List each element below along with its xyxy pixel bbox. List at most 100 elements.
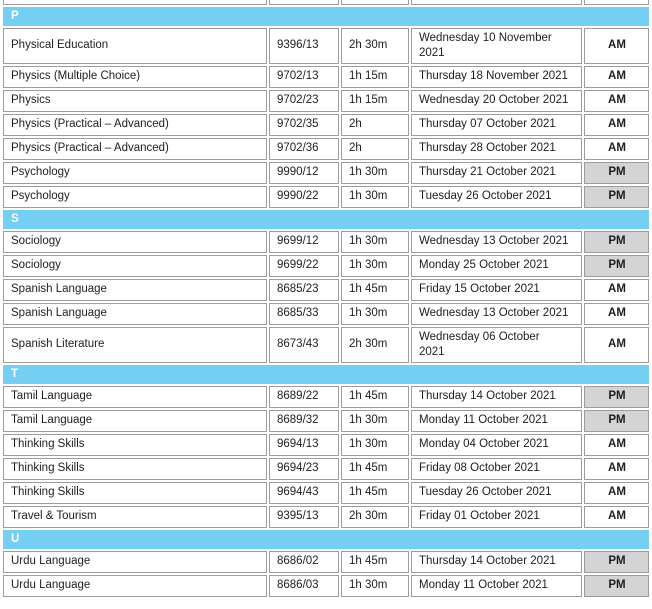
syllabus-code-cell: 9699/12 (269, 230, 339, 253)
date-cell: Monday 11 October 2021 (411, 409, 582, 432)
syllabus-code-cell: 9396/13 (269, 27, 339, 64)
date-text: Friday 08 October 2021 (419, 462, 540, 475)
exam-row: Sociology 9699/12 1h 30m Wednesday 13 Octob… (3, 230, 649, 253)
session-cell: AM (584, 27, 649, 64)
date-cell: Wednesday 13 October 2021 (411, 302, 582, 325)
subject-cell: Spanish Language (3, 278, 267, 301)
syllabus-code-cell: 9395/13 (269, 505, 339, 528)
subject-cell: Spanish Literature (3, 326, 267, 363)
syllabus-code-cell: 9694/13 (269, 433, 339, 456)
exam-row: Tamil Language 8689/32 1h 30m Monday 11 Oct… (3, 409, 649, 432)
date-cell: Thursday 21 October 2021 (411, 161, 582, 184)
duration-cell: 1h 45m (341, 278, 409, 301)
session-cell: AM (584, 65, 649, 88)
session-cell: AM (584, 113, 649, 136)
duration-cell: 1h 30m (341, 574, 409, 597)
date-cell: Wednesday 20 October 2021 (411, 89, 582, 112)
subject-cell: Travel & Tourism (3, 505, 267, 528)
syllabus-code-cell: 9990/22 (269, 185, 339, 208)
subject-cell: Physics (Practical – Advanced) (3, 137, 267, 160)
date-cell: Thursday 07 October 2021 (411, 113, 582, 136)
syllabus-code-cell: 8685/33 (269, 302, 339, 325)
date-text: Monday 11 October 2021 (419, 579, 548, 592)
date-text: Friday 01 October 2021 (419, 510, 540, 523)
subject-cell: Tamil Language (3, 409, 267, 432)
subject-cell: Thinking Skills (3, 433, 267, 456)
cropped-session-cell (584, 0, 649, 5)
date-cell: Friday 01 October 2021 (411, 505, 582, 528)
date-text: Wednesday 20 October 2021 (419, 94, 569, 107)
subject-cell: Physics (3, 89, 267, 112)
exam-row: Physics (Practical – Advanced) 9702/36 2h T… (3, 137, 649, 160)
duration-cell: 2h 30m (341, 27, 409, 64)
session-cell: AM (584, 278, 649, 301)
exam-row: Spanish Language 8685/33 1h 30m Wednesday 1… (3, 302, 649, 325)
date-cell: Thursday 28 October 2021 (411, 137, 582, 160)
exam-row: Tamil Language 8689/22 1h 45m Thursday 14 O… (3, 385, 649, 408)
subject-cell: Sociology (3, 254, 267, 277)
syllabus-code-cell: 8673/43 (269, 326, 339, 363)
syllabus-code-cell: 9702/36 (269, 137, 339, 160)
syllabus-code-cell: 8686/02 (269, 550, 339, 573)
session-cell: AM (584, 89, 649, 112)
date-cell: Tuesday 26 October 2021 (411, 481, 582, 504)
date-cell: Thursday 14 October 2021 (411, 550, 582, 573)
session-cell: PM (584, 230, 649, 253)
date-text: Tuesday 26 October 2021 (419, 190, 552, 203)
session-cell: PM (584, 254, 649, 277)
section-letter: S (3, 209, 649, 229)
date-cell: Wednesday 10 November 2021 (411, 27, 582, 64)
date-text: Thursday 14 October 2021 (419, 390, 556, 403)
duration-cell: 2h 30m (341, 326, 409, 363)
duration-cell: 1h 15m (341, 89, 409, 112)
session-cell: PM (584, 185, 649, 208)
session-cell: PM (584, 574, 649, 597)
date-cell: Thursday 14 October 2021 (411, 385, 582, 408)
cropped-subject-cell (3, 0, 267, 5)
syllabus-code-cell: 9699/22 (269, 254, 339, 277)
date-text: Tuesday 26 October 2021 (419, 486, 552, 499)
syllabus-code-cell: 8689/22 (269, 385, 339, 408)
syllabus-code-cell: 8686/03 (269, 574, 339, 597)
subject-cell: Sociology (3, 230, 267, 253)
cropped-previous-row (3, 0, 649, 5)
cropped-code-cell (269, 0, 339, 5)
duration-cell: 1h 30m (341, 433, 409, 456)
session-cell: AM (584, 433, 649, 456)
exam-row: Physics 9702/23 1h 15m Wednesday 20 October… (3, 89, 649, 112)
section-letter: U (3, 529, 649, 549)
exam-row: Thinking Skills 9694/13 1h 30m Monday 04 Oc… (3, 433, 649, 456)
exam-row: Urdu Language 8686/02 1h 45m Thursday 14 Oc… (3, 550, 649, 573)
subject-cell: Urdu Language (3, 574, 267, 597)
duration-cell: 1h 45m (341, 550, 409, 573)
duration-cell: 1h 30m (341, 230, 409, 253)
exam-row: Physics (Practical – Advanced) 9702/35 2h T… (3, 113, 649, 136)
date-cell: Monday 11 October 2021 (411, 574, 582, 597)
section-band-U: U (3, 529, 649, 549)
date-text: Wednesday 13 October 2021 (419, 235, 569, 248)
exam-row: Thinking Skills 9694/23 1h 45m Friday 08 Oc… (3, 457, 649, 480)
date-cell: Friday 08 October 2021 (411, 457, 582, 480)
exam-row: Psychology 9990/12 1h 30m Thursday 21 Octob… (3, 161, 649, 184)
session-cell: AM (584, 481, 649, 504)
exam-row: Travel & Tourism 9395/13 2h 30m Friday 01 O… (3, 505, 649, 528)
exam-row: Spanish Language 8685/23 1h 45m Friday 15 O… (3, 278, 649, 301)
date-text: Wednesday 06 October 2021 (419, 330, 540, 358)
section-letter: T (3, 364, 649, 384)
subject-cell: Tamil Language (3, 385, 267, 408)
subject-cell: Thinking Skills (3, 457, 267, 480)
syllabus-code-cell: 8685/23 (269, 278, 339, 301)
date-cell: Wednesday 13 October 2021 (411, 230, 582, 253)
subject-cell: Physics (Practical – Advanced) (3, 113, 267, 136)
session-cell: PM (584, 385, 649, 408)
subject-cell: Psychology (3, 185, 267, 208)
cropped-duration-cell (341, 0, 409, 5)
date-text: Thursday 07 October 2021 (419, 118, 556, 131)
date-text: Thursday 18 November 2021 (419, 70, 568, 83)
duration-cell: 1h 30m (341, 161, 409, 184)
subject-cell: Urdu Language (3, 550, 267, 573)
syllabus-code-cell: 8689/32 (269, 409, 339, 432)
subject-cell: Psychology (3, 161, 267, 184)
